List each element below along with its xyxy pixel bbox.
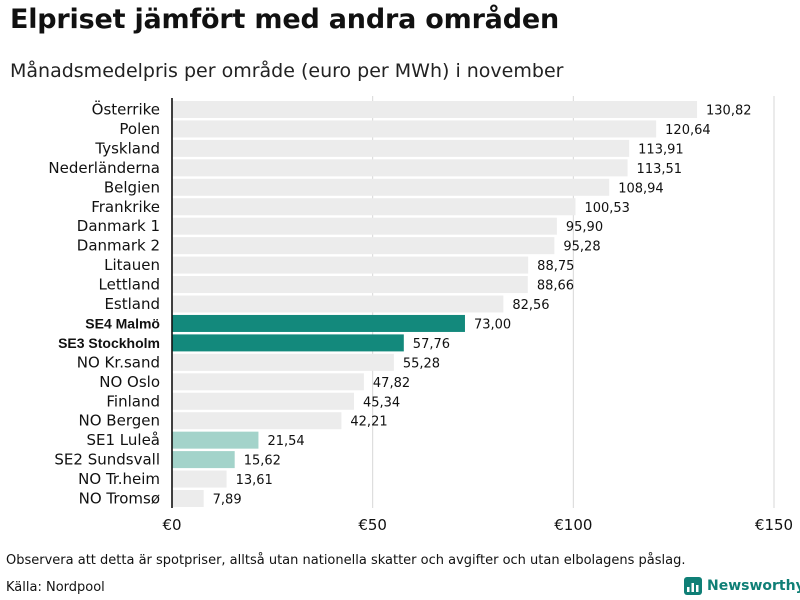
x-tick-label-2: €100 [554, 516, 592, 534]
category-label-20: NO Tromsø [79, 490, 160, 508]
bar-8 [172, 256, 529, 274]
bar-11 [172, 314, 465, 332]
value-label-4: 108,94 [618, 181, 664, 196]
bar-16 [172, 412, 342, 430]
category-label-8: Litauen [104, 256, 160, 274]
value-label-8: 88,75 [537, 259, 574, 274]
brand-name: Newsworthy [707, 578, 800, 594]
category-label-2: Tyskland [94, 139, 160, 157]
x-tick-label-0: €0 [162, 516, 181, 534]
category-label-6: Danmark 1 [77, 217, 160, 235]
category-label-4: Belgien [104, 178, 160, 196]
value-label-16: 42,21 [350, 415, 387, 430]
value-label-9: 88,66 [537, 279, 574, 294]
x-tick-label-1: €50 [358, 516, 387, 534]
bar-5 [172, 198, 576, 216]
value-label-2: 113,91 [638, 142, 684, 157]
value-label-10: 82,56 [512, 298, 549, 313]
value-label-6: 95,90 [566, 220, 603, 235]
category-label-16: NO Bergen [79, 412, 160, 430]
chart-title: Elpriset jämfört med andra områden [10, 4, 559, 35]
category-label-11: SE4 Malmö [85, 315, 160, 331]
bar-19 [172, 470, 227, 488]
category-label-12: SE3 Stockholm [58, 335, 160, 351]
newsworthy-logo-icon [684, 577, 702, 595]
value-label-7: 95,28 [563, 240, 600, 255]
value-label-1: 120,64 [665, 123, 711, 138]
bar-17 [172, 431, 259, 449]
bar-14 [172, 373, 364, 391]
category-label-14: NO Oslo [99, 373, 160, 391]
category-label-13: NO Kr.sand [77, 353, 160, 371]
bar-13 [172, 353, 394, 371]
category-label-9: Lettland [99, 276, 160, 294]
chart-subtitle: Månadsmedelpris per område (euro per MWh… [10, 60, 564, 82]
bar-18 [172, 451, 235, 469]
category-label-18: SE2 Sundsvall [54, 451, 160, 469]
category-label-15: Finland [106, 392, 160, 410]
value-label-15: 45,34 [363, 395, 400, 410]
bar-0 [172, 101, 698, 118]
value-label-11: 73,00 [474, 317, 511, 332]
value-label-18: 15,62 [244, 454, 281, 469]
bar-7 [172, 237, 555, 255]
value-label-5: 100,53 [584, 201, 630, 216]
category-label-3: Nederländerna [48, 159, 160, 177]
bar-3 [172, 159, 628, 177]
value-label-14: 47,82 [373, 376, 410, 391]
value-label-3: 113,51 [637, 162, 683, 177]
value-label-20: 7,89 [213, 493, 242, 508]
category-label-10: Estland [104, 295, 160, 313]
value-label-0: 130,82 [706, 104, 752, 119]
category-label-7: Danmark 2 [77, 237, 160, 255]
bar-6 [172, 217, 557, 235]
category-label-0: Österrike [92, 100, 160, 119]
source-label: Källa: Nordpool [6, 580, 105, 595]
footnote: Observera att detta är spotpriser, allts… [6, 553, 686, 568]
bar-2 [172, 139, 630, 157]
bar-9 [172, 276, 528, 294]
category-label-17: SE1 Luleå [87, 431, 161, 449]
bar-1 [172, 120, 657, 138]
value-label-19: 13,61 [236, 473, 273, 488]
bar-12 [172, 334, 404, 352]
bar-20 [172, 490, 204, 507]
category-label-19: NO Tr.heim [78, 470, 160, 488]
x-tick-label-3: €150 [755, 516, 793, 534]
value-label-13: 55,28 [403, 356, 440, 371]
bar-4 [172, 178, 610, 196]
brand-logo[interactable]: Newsworthy [684, 577, 800, 595]
bar-15 [172, 392, 354, 410]
value-label-12: 57,76 [413, 337, 450, 352]
category-label-1: Polen [119, 120, 160, 138]
bar-chart: Österrike 130,82 Polen 120,64 Tyskland 113,91… [48, 96, 793, 534]
value-label-17: 21,54 [267, 434, 304, 449]
bar-10 [172, 295, 504, 313]
category-label-5: Frankrike [91, 198, 160, 216]
